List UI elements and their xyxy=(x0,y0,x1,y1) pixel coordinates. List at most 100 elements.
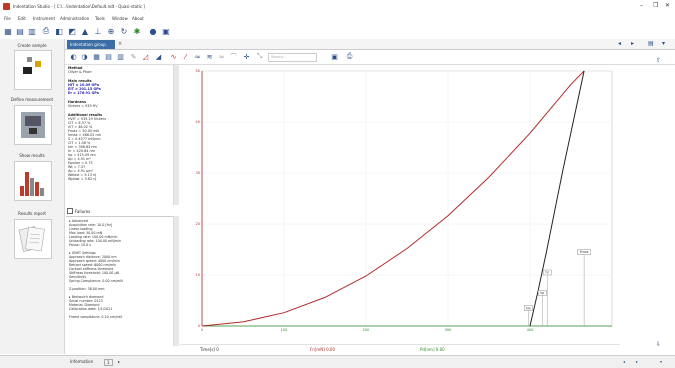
info-icon[interactable]: ● xyxy=(149,26,157,36)
create-sample-button[interactable] xyxy=(14,50,52,90)
settings-line: Linear loading xyxy=(69,227,93,231)
graph-icon[interactable]: ◧ xyxy=(55,26,63,36)
failures-label: Failures xyxy=(75,208,91,214)
menu-instrument[interactable]: Instrument xyxy=(33,16,56,21)
annotation-label: hm xyxy=(526,306,531,310)
hardness-value: Vickers = 935 HV xyxy=(68,104,98,108)
menu-bar: File Edit Instrument Administration Tool… xyxy=(0,14,675,23)
results-report-button[interactable] xyxy=(14,219,52,259)
window-list-icon[interactable]: ▤ xyxy=(648,40,654,47)
grid-icon[interactable]: ▦ xyxy=(93,52,100,61)
tab-close-icon[interactable]: × xyxy=(118,41,123,47)
menu-file[interactable]: File xyxy=(4,16,11,21)
save-icon[interactable]: ▥ xyxy=(28,26,36,36)
zoom-icon[interactable]: ⤡ xyxy=(256,52,263,60)
print-chart-icon[interactable]: ⎙ xyxy=(346,52,353,60)
settings-line: Pause: 10.0 s xyxy=(69,243,91,247)
maximize-button[interactable]: ❐ xyxy=(653,2,659,9)
cursor-icon[interactable]: ✛ xyxy=(243,52,250,61)
result-line: Welast = 5.13 nJ xyxy=(68,173,97,177)
arrow-left-icon[interactable]: ◂ xyxy=(618,40,622,47)
main-results-label: Main results xyxy=(68,79,92,83)
pin-icon[interactable]: ⇧ xyxy=(656,57,662,64)
method-value: Oliver & Pharr xyxy=(68,70,92,74)
curve7-icon[interactable]: ⌒ xyxy=(230,52,237,61)
pen-icon[interactable]: ✎ xyxy=(130,52,137,61)
menu-window[interactable]: Window xyxy=(112,16,128,21)
tools-icon[interactable]: ⊥ xyxy=(94,26,102,36)
fit-icon[interactable]: ▥ xyxy=(117,52,124,61)
annotation-label: hp xyxy=(540,291,544,295)
information-tab[interactable]: Information xyxy=(70,359,94,364)
menu-about[interactable]: About xyxy=(132,16,144,21)
result-line: HVIT = 935.19 Vickers xyxy=(68,117,107,121)
menu-edit[interactable]: Edit xyxy=(18,16,26,21)
first-icon[interactable]: ◐ xyxy=(70,52,77,61)
prev-icon[interactable]: ◑ xyxy=(81,52,88,61)
show-results-button[interactable] xyxy=(14,161,52,201)
settings-line: Sensitivity xyxy=(69,275,87,279)
settings-line: Frame compliance: 0.10 nm/mN xyxy=(69,315,122,319)
settings-line: Spring Compliance: 0.00 nm/mN xyxy=(69,279,123,283)
settings-line: Calibration date: 1/1/2021 xyxy=(69,307,113,311)
x-tick-label: 0 xyxy=(201,328,203,332)
load-depth-chart[interactable]: 0 100 200 300 400 0 10 20 30 40 50 hm hp hr Fmax xyxy=(180,65,620,340)
export-icon[interactable]: ▣ xyxy=(331,52,338,61)
workflow-panel: Create sample Define measurement Show re… xyxy=(0,39,65,354)
define-measurement-button[interactable] xyxy=(14,105,52,145)
annotation-box xyxy=(542,269,552,276)
method-label: Method xyxy=(68,66,83,70)
result-line: CIT = 1.06 % xyxy=(68,141,91,145)
expand-icon[interactable]: ▾ xyxy=(660,359,663,364)
bar-chart-icon xyxy=(20,172,44,196)
settings-line: Unloading rate: 100.00 mN/min xyxy=(69,239,122,243)
scroll-left-icon[interactable]: ◂ xyxy=(623,359,626,364)
chart-icon[interactable]: ◩ xyxy=(68,26,76,36)
open-icon[interactable]: ▤ xyxy=(16,26,24,36)
result-line: hr = 420.64 nm xyxy=(68,149,95,153)
title-bar: Indentation Studio - [ C:\...\Indentatio… xyxy=(0,0,675,15)
document-tabs: Indentation group × ◂ ▸ ▤ ▾ xyxy=(65,39,675,50)
table-icon[interactable]: ▤ xyxy=(105,52,112,61)
curve6-icon[interactable]: ≃ xyxy=(218,52,225,61)
indent-icon[interactable]: ▲ xyxy=(81,26,89,36)
curve4-icon[interactable]: ≈ xyxy=(194,52,201,61)
settings-line: Approach speed: 4000 nm/min xyxy=(69,259,120,263)
minimize-button[interactable]: – xyxy=(640,2,643,9)
annotation-box xyxy=(577,249,592,255)
hit-value: HIT = 10.09 GPa xyxy=(68,83,99,87)
define-measurement-label: Define measurement xyxy=(10,97,54,102)
screen-icon[interactable]: ▣ xyxy=(162,26,170,36)
curve1-icon[interactable]: ◢ xyxy=(155,52,162,61)
tab-menu-icon[interactable]: ▾ xyxy=(662,40,666,47)
scroll-right-icon[interactable]: ▸ xyxy=(636,359,639,364)
curve5-icon[interactable]: ≋ xyxy=(206,52,213,61)
result-line: hm = 398.83 nm xyxy=(68,145,97,149)
loading-curve xyxy=(201,70,585,327)
refresh-icon[interactable]: ↻ xyxy=(120,26,128,36)
settings-scrollbar[interactable] xyxy=(173,216,179,346)
time-readout: Time[s] 0 xyxy=(200,347,219,352)
new-icon[interactable]: ▦ xyxy=(4,26,12,36)
search-input[interactable]: Search... xyxy=(268,53,317,62)
results-scrollbar[interactable] xyxy=(173,65,179,205)
right-panel: ⇧ ⇩ xyxy=(620,57,675,348)
close-button[interactable]: ✕ xyxy=(665,2,671,9)
tab-indentation-group[interactable]: Indentation group xyxy=(67,40,115,49)
curve2-icon[interactable]: ∿ xyxy=(170,52,177,61)
settings-line: ▸ Advanced xyxy=(69,219,88,223)
chart-icon[interactable]: ◿ xyxy=(142,52,149,61)
curve3-icon[interactable]: ⁄ xyxy=(184,52,187,61)
page-box[interactable]: 1 xyxy=(104,359,113,366)
page-next-icon[interactable]: ▸ xyxy=(118,359,121,364)
menu-administration[interactable]: Administration xyxy=(60,16,90,21)
arrow-right-icon[interactable]: ▸ xyxy=(631,40,635,47)
menu-tools[interactable]: Tools xyxy=(95,16,105,21)
failures-checkbox[interactable] xyxy=(67,208,73,214)
print-icon[interactable]: ⎙ xyxy=(42,26,50,35)
annotation-box xyxy=(524,305,533,311)
scroll-down-icon[interactable]: ⇩ xyxy=(656,341,662,348)
settings-icon[interactable]: ⊕ xyxy=(107,26,115,36)
y-tick-label: 40 xyxy=(196,120,200,124)
gear-icon[interactable]: ✱ xyxy=(133,26,141,36)
